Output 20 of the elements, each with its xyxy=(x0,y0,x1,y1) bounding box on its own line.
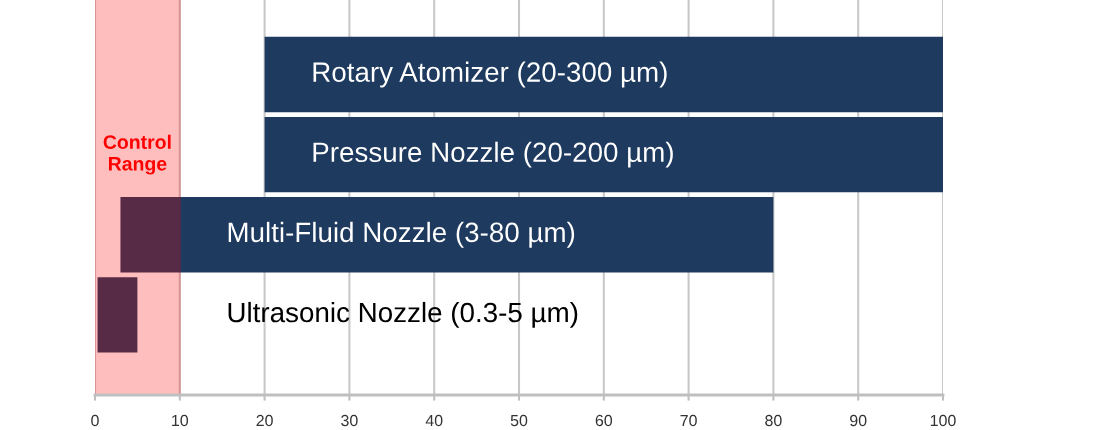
x-tick-label: 20 xyxy=(256,414,273,427)
y-tick-label: Multi-Fluid Nozzle (3-80 µm) xyxy=(228,221,575,248)
y-tick-label: Rotary Atomizer (20-300 µm) xyxy=(313,61,667,88)
y-tick-label: Pressure Nozzle (20-200 µm) xyxy=(313,141,673,168)
x-tick-label: 60 xyxy=(595,414,613,427)
x-tick-label: 0 xyxy=(91,414,99,427)
x-tick-label: 100 xyxy=(930,414,956,427)
x-tick-label: 90 xyxy=(850,414,867,427)
x-tick-label: 30 xyxy=(341,414,358,427)
x-tick-label: 10 xyxy=(172,414,189,427)
y-tick-label: Ultrasonic Nozzle (0.3-5 µm) xyxy=(228,301,578,328)
bar xyxy=(264,36,943,113)
bar xyxy=(97,277,138,353)
x-tick-label: 50 xyxy=(510,414,528,427)
bar xyxy=(120,197,774,273)
bar xyxy=(264,116,943,193)
x-tick-label: 80 xyxy=(765,414,782,427)
band-label: Control Range xyxy=(103,134,171,175)
x-tick-label: 40 xyxy=(425,414,443,427)
x-tick-label: 70 xyxy=(680,414,697,427)
